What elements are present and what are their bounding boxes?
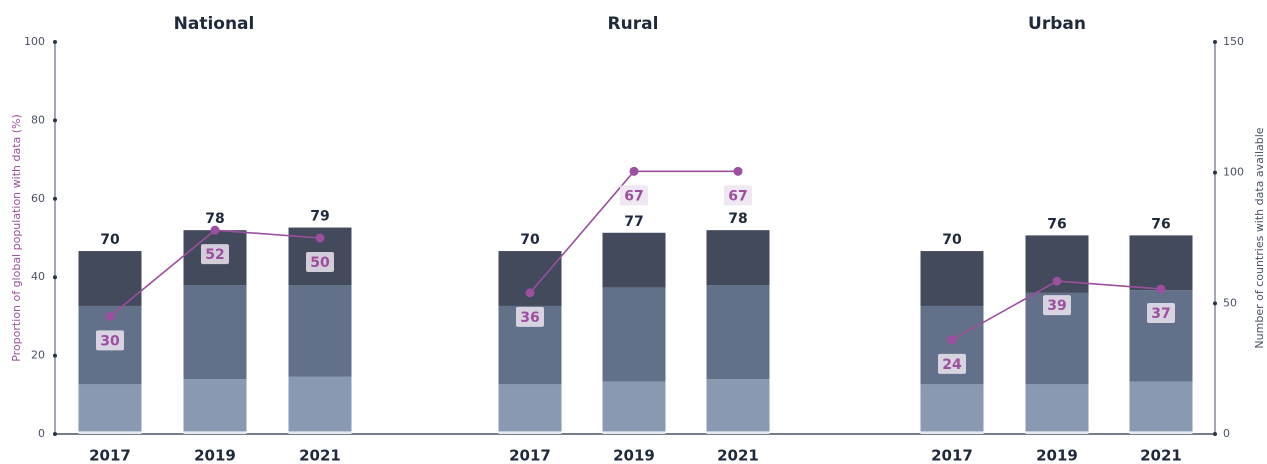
line-point	[629, 166, 639, 176]
y-tick	[53, 432, 57, 436]
line-value-label: 67	[624, 188, 643, 204]
label-box	[1043, 295, 1071, 316]
line-value-label: 24	[942, 357, 962, 373]
bar-segment	[1129, 381, 1193, 432]
bar-total-label: 77	[624, 214, 643, 230]
line-point	[210, 225, 220, 235]
line-point	[947, 335, 957, 345]
label-box	[620, 185, 648, 206]
bar-total-label: 76	[1047, 216, 1066, 232]
line-value-label: 50	[310, 255, 330, 271]
bar-segment	[1025, 384, 1089, 432]
label-box	[1147, 302, 1175, 323]
label-box	[96, 330, 124, 351]
x-tick-label: 2021	[299, 447, 341, 464]
y-tick-label: 40	[31, 270, 45, 283]
bar-segment	[498, 251, 562, 306]
x-tick-label: 2017	[509, 447, 551, 464]
bar-segment	[602, 381, 666, 432]
y2-tick-label: 50	[1223, 296, 1237, 309]
bar-total-label: 70	[520, 232, 540, 248]
label-box	[306, 252, 334, 272]
y-tick-label: 100	[24, 35, 45, 48]
label-box	[516, 306, 544, 327]
y2-tick-label: 0	[1223, 427, 1230, 440]
bar-segment	[706, 230, 770, 286]
line-point	[525, 288, 535, 298]
bar-segment	[288, 285, 352, 377]
y-tick-label: 80	[31, 113, 45, 126]
y2-tick-label: 100	[1223, 166, 1244, 179]
y2-tick-label: 150	[1223, 35, 1244, 48]
line-value-label: 37	[1151, 306, 1170, 322]
x-tick-label: 2021	[1140, 447, 1182, 464]
bar-segment	[602, 431, 666, 434]
line-value-label: 36	[520, 310, 539, 326]
bar-segment	[706, 431, 770, 434]
panel-title: Rural	[608, 14, 659, 34]
bar-total-label: 79	[310, 209, 329, 225]
bar-segment	[602, 287, 666, 382]
y-tick-label: 60	[31, 192, 45, 205]
bar-segment	[183, 379, 247, 432]
x-tick-label: 2017	[89, 447, 131, 464]
x-tick-label: 2017	[931, 447, 973, 464]
bar-segment	[706, 379, 770, 432]
bar-total-label: 70	[942, 232, 962, 248]
x-tick-label: 2019	[1036, 447, 1078, 464]
bar-segment	[78, 384, 142, 432]
bar-segment	[288, 431, 352, 434]
panel-title: National	[174, 14, 255, 34]
bar-segment	[706, 285, 770, 380]
bar-segment	[602, 232, 666, 288]
line-value-label: 52	[205, 247, 224, 263]
y-tick-label: 20	[31, 349, 45, 362]
bar-segment	[1025, 431, 1089, 434]
bar-total-label: 70	[100, 232, 120, 248]
bar-segment	[498, 384, 562, 432]
y-tick-label: 0	[38, 427, 45, 440]
y-tick	[53, 118, 57, 123]
bar-total-label: 76	[1151, 216, 1170, 232]
bar-segment	[1129, 431, 1193, 434]
bar-total-label: 78	[205, 211, 224, 227]
y-tick	[53, 40, 57, 44]
y2-tick	[1213, 301, 1217, 306]
y-tick	[53, 275, 57, 280]
bar-segment	[288, 376, 352, 432]
y-tick	[53, 196, 57, 201]
bar-segment	[183, 431, 247, 434]
y2-tick	[1213, 170, 1217, 175]
x-tick-label: 2019	[194, 447, 236, 464]
y-tick	[53, 353, 57, 358]
y2-tick	[1213, 432, 1217, 436]
bar-segment	[183, 285, 247, 380]
line-point	[733, 166, 743, 176]
bar-segment	[920, 431, 984, 434]
bar-segment	[78, 251, 142, 306]
label-box	[201, 244, 229, 265]
x-tick-label: 2019	[613, 447, 655, 464]
label-box	[724, 185, 752, 206]
line-point	[1052, 276, 1062, 286]
bar-segment	[920, 384, 984, 432]
y2-tick	[1213, 40, 1217, 44]
line-value-label: 30	[100, 333, 120, 349]
bar-segment	[1129, 235, 1193, 291]
line-point	[315, 233, 325, 243]
bar-segment	[498, 431, 562, 434]
y-axis-label: Proportion of global population with dat…	[10, 114, 23, 362]
line-point	[1156, 284, 1166, 294]
line-point	[105, 311, 115, 321]
line-value-label: 67	[728, 188, 747, 204]
panel-title: Urban	[1028, 14, 1086, 34]
x-tick-label: 2021	[717, 447, 759, 464]
bar-segment	[920, 251, 984, 306]
line-value-label: 39	[1047, 298, 1066, 314]
label-box	[938, 353, 966, 374]
y2-axis-label: Number of countries with data available	[1253, 127, 1266, 348]
bar-segment	[78, 431, 142, 434]
bar-total-label: 78	[728, 211, 747, 227]
